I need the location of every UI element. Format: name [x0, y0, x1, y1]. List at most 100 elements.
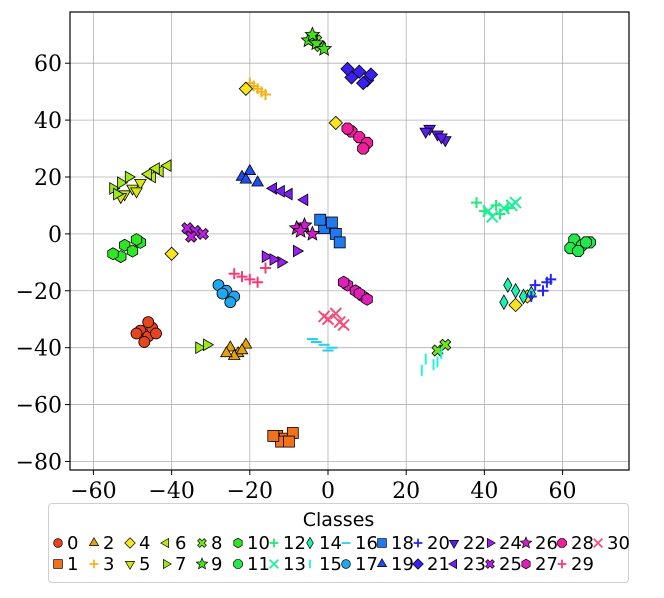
legend-marker-shape: [88, 537, 100, 546]
legend-entry-class-0: 0: [51, 533, 78, 554]
legend-entry-class-11: 11: [231, 554, 270, 575]
point-class-22: [434, 133, 448, 145]
legend-marker-shape: [448, 540, 460, 549]
legend-entry-class-4: 4: [123, 532, 151, 554]
point-class-2: [235, 343, 249, 355]
point-class-25: [185, 230, 198, 243]
legend-marker-circle: [341, 559, 351, 569]
legend-entry-class-24: 24: [483, 533, 522, 554]
legend-label: 14: [319, 532, 342, 554]
point-class-18: [333, 236, 346, 249]
point-class-20: [525, 291, 537, 302]
point-class-7: [195, 341, 207, 355]
legend-label: 16: [355, 532, 378, 554]
legend-marker-hexagon: [233, 537, 243, 549]
legend-label: 22: [463, 532, 486, 554]
legend-label: 15: [319, 553, 342, 575]
legend-marker-star: [195, 557, 209, 570]
legend-marker-x: [269, 559, 279, 569]
point-class-18: [314, 213, 327, 226]
point-class-23: [273, 184, 285, 198]
legend-label: 7: [175, 553, 187, 575]
legend-label: 6: [175, 532, 187, 554]
x-tick-label: −20: [227, 479, 273, 500]
point-class-1: [282, 435, 295, 448]
legend-marker-shape: [412, 558, 424, 570]
point-class-7: [203, 338, 215, 352]
legend-marker-thin-diamond: [306, 536, 314, 550]
point-class-10: [107, 247, 119, 261]
legend-marker-shape: [593, 538, 603, 548]
legend-label: 28: [571, 532, 594, 554]
point-class-4: [328, 115, 343, 131]
legend-label: 23: [463, 553, 486, 575]
legend-entry-class-17: 17: [339, 553, 378, 575]
legend-entry-class-15: 15: [303, 553, 342, 575]
legend-label: 19: [391, 553, 414, 575]
x-tick-label: −40: [148, 479, 194, 500]
plot-frame: [69, 11, 630, 471]
point-class-21: [356, 75, 371, 91]
point-class-9: [316, 40, 333, 56]
point-class-23: [281, 187, 293, 201]
legend-marker-plus: [269, 538, 279, 548]
legend-marker-shape: [124, 561, 136, 570]
point-class-21: [340, 61, 355, 77]
point-class-20: [537, 285, 549, 297]
legend-marker-shape: [233, 559, 243, 569]
point-class-4: [164, 246, 179, 261]
legend-entry-class-25: 25: [483, 553, 522, 575]
point-class-24: [277, 255, 289, 269]
point-class-12: [471, 197, 482, 209]
point-class-3: [256, 86, 267, 98]
legend-marker-shape: [233, 537, 243, 549]
data-points: [107, 26, 596, 448]
legend-entry-class-20: 20: [411, 533, 450, 554]
point-class-9: [308, 34, 325, 51]
y-tick-label: 60: [34, 52, 62, 77]
legend-marker-shape: [163, 558, 172, 570]
legend-entry-class-18: 18: [375, 533, 414, 554]
point-class-9: [304, 26, 321, 42]
point-class-13: [485, 210, 499, 224]
x-tick-label: 0: [321, 479, 335, 500]
legend-entry-class-5: 5: [123, 554, 150, 575]
legend-label: 17: [355, 553, 378, 575]
legend-marker-shape: [306, 536, 314, 550]
legend-label: 30: [607, 532, 630, 554]
legend-marker-shape: [413, 538, 423, 548]
legend-marker-hline: [341, 542, 351, 544]
legend-entry-class-27: 27: [519, 554, 558, 575]
legend-label: 4: [139, 532, 151, 554]
legend-label: 25: [499, 553, 522, 575]
point-class-27: [361, 292, 373, 306]
legend-marker-diamond: [124, 537, 136, 549]
legend-marker-shape: [376, 558, 388, 567]
legend-entry-class-21: 21: [411, 554, 450, 575]
legend-entry-class-14: 14: [303, 532, 342, 554]
legend-marker-triangle-right: [487, 537, 496, 549]
point-class-24: [293, 244, 305, 258]
legend-entry-class-9: 9: [195, 554, 222, 575]
legend-marker-x: [593, 538, 603, 548]
point-class-13: [505, 199, 518, 212]
point-class-8: [439, 338, 452, 351]
point-class-5: [133, 178, 147, 191]
legend-marker-shape: [519, 536, 533, 549]
point-class-2: [219, 346, 233, 358]
legend-entry-class-7: 7: [159, 553, 187, 575]
legend-marker-triangle-right: [163, 558, 172, 570]
point-class-29: [244, 273, 256, 285]
point-class-10: [126, 244, 139, 258]
y-tick-label: 40: [34, 109, 62, 134]
legend-marker-triangle-down: [448, 540, 460, 549]
y-tick-label: −20: [16, 280, 62, 305]
legend-entry-class-28: 28: [555, 532, 594, 554]
point-class-21: [363, 67, 379, 82]
legend-marker-diamond: [412, 558, 424, 570]
point-class-30: [329, 307, 343, 320]
legend-marker-square: [53, 559, 63, 569]
legend-marker-shape: [195, 557, 209, 570]
legend-marker-plus: [89, 559, 99, 569]
legend-marker-star: [519, 536, 533, 549]
